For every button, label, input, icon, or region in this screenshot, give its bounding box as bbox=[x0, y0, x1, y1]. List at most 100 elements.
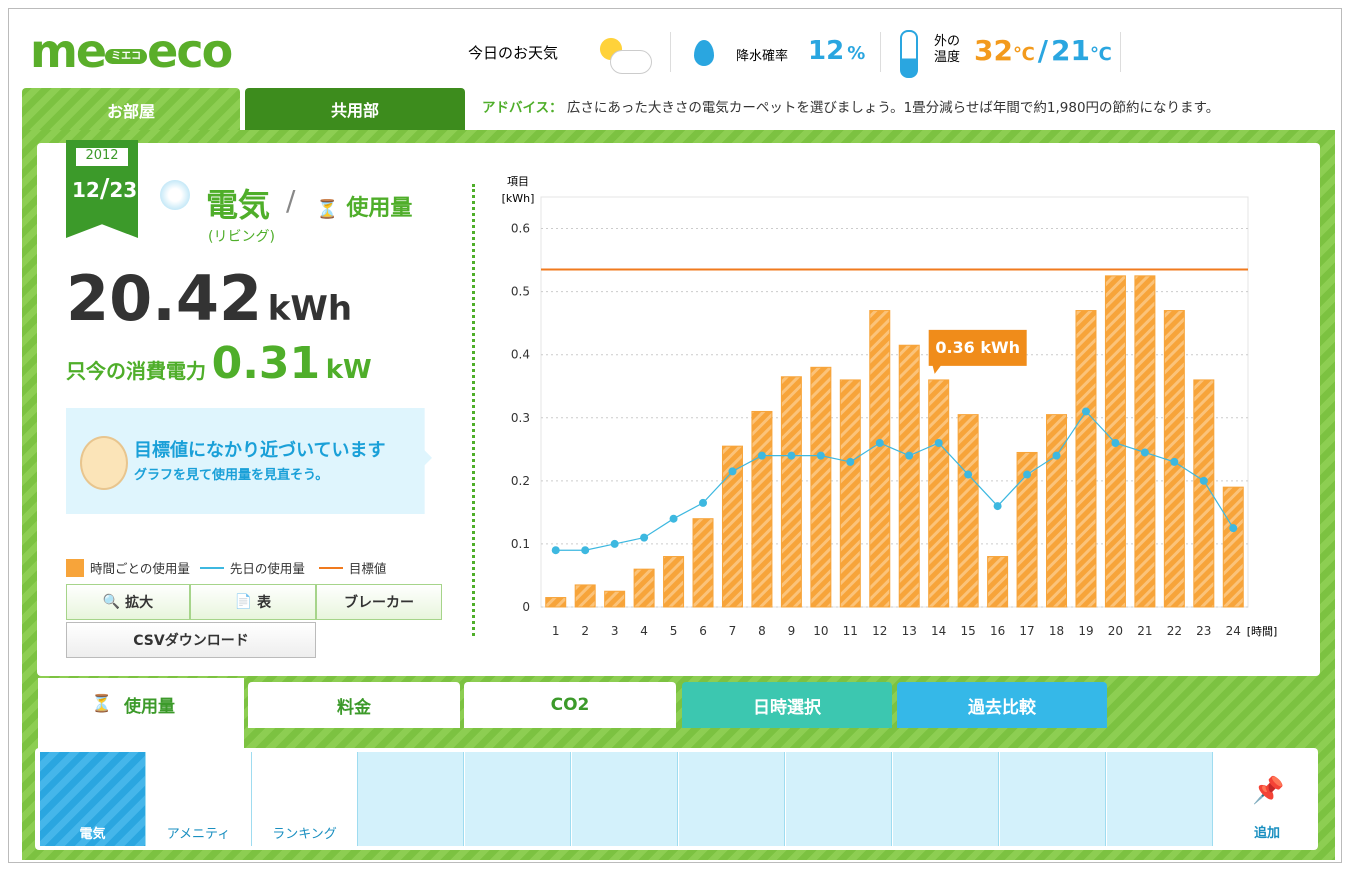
bar bbox=[1193, 379, 1215, 608]
tab-compare[interactable]: 過去比較 bbox=[897, 682, 1107, 728]
bar bbox=[1016, 451, 1038, 608]
legend-swatch bbox=[199, 566, 224, 569]
bar bbox=[780, 376, 802, 608]
temperature: 32℃/21℃ bbox=[974, 34, 1112, 67]
bar bbox=[633, 568, 655, 608]
bar bbox=[663, 556, 685, 608]
cloud-icon bbox=[610, 50, 652, 74]
bar bbox=[692, 518, 714, 608]
panel-title: 電気 bbox=[206, 186, 271, 224]
bar bbox=[1222, 486, 1244, 608]
app-empty bbox=[1107, 752, 1213, 846]
total-unit: kWh bbox=[267, 289, 353, 329]
bar bbox=[1075, 310, 1097, 608]
total-value: 20.42 bbox=[66, 262, 263, 335]
panel-subtitle: ⏳ 使用量 bbox=[316, 196, 413, 221]
tab-fee[interactable]: 料金 bbox=[248, 682, 460, 728]
x-tick-label: 5 bbox=[670, 624, 678, 638]
subtitle-text: 使用量 bbox=[346, 196, 413, 221]
x-tick-label: 22 bbox=[1167, 624, 1182, 638]
legend-swatch bbox=[318, 566, 343, 569]
app-empty bbox=[572, 752, 678, 846]
add-button[interactable]: 追加 bbox=[1254, 826, 1281, 841]
legend-label: 時間ごとの使用量 bbox=[90, 561, 190, 576]
temp-unit: ℃ bbox=[1012, 44, 1035, 65]
table-button[interactable]: 📄 表 bbox=[190, 584, 316, 620]
breaker-button[interactable]: ブレーカー bbox=[316, 584, 442, 620]
rain-label: 降水確率 bbox=[736, 49, 789, 64]
now-label: 只今の消費電力 bbox=[66, 359, 206, 383]
bar bbox=[957, 414, 979, 608]
line bbox=[555, 410, 1234, 551]
frame bbox=[8, 8, 1342, 863]
room: (リビング) bbox=[208, 229, 275, 245]
point bbox=[610, 539, 619, 548]
common-tab[interactable]: 共用部 bbox=[245, 88, 465, 130]
message-title: 目標値になかり近づいています bbox=[134, 440, 386, 461]
legend-swatch bbox=[66, 558, 84, 577]
x-tick-label: 11 bbox=[843, 624, 858, 638]
csv-button[interactable]: CSVダウンロード bbox=[66, 622, 316, 658]
bulb-icon bbox=[160, 180, 190, 210]
day: 23 bbox=[109, 178, 138, 202]
logo-text: ミエコ bbox=[105, 49, 148, 64]
x-tick-label: 6 bbox=[699, 624, 707, 638]
point bbox=[1081, 407, 1090, 416]
divider bbox=[670, 32, 671, 72]
x-tick-label: 24 bbox=[1226, 624, 1241, 638]
year: 2012 bbox=[76, 148, 128, 166]
legend-label: 先日の使用量 bbox=[229, 561, 305, 576]
y-tick-label: 0.2 bbox=[511, 474, 530, 488]
now-value: 0.31 bbox=[211, 338, 321, 389]
temp-sep: / bbox=[1037, 34, 1048, 67]
bar bbox=[545, 597, 567, 608]
zoom-button[interactable]: 🔍 拡大 bbox=[66, 584, 190, 620]
rain-icon bbox=[694, 40, 714, 66]
bar bbox=[721, 445, 743, 608]
mascot bbox=[80, 436, 128, 490]
divider bbox=[880, 32, 881, 72]
x-tick-label: 15 bbox=[961, 624, 976, 638]
app-empty bbox=[679, 752, 785, 846]
point bbox=[699, 498, 708, 507]
app-ranking[interactable]: ランキング bbox=[252, 752, 358, 846]
app-empty bbox=[358, 752, 464, 846]
legend-label: 目標値 bbox=[348, 561, 387, 576]
bar bbox=[574, 584, 596, 608]
tab-date[interactable]: 日時選択 bbox=[682, 682, 892, 728]
point bbox=[934, 439, 943, 447]
tab-co2[interactable]: CO2 bbox=[464, 682, 676, 728]
room-tab[interactable]: お部屋 bbox=[22, 88, 240, 132]
value-label: 0.36 kWh bbox=[935, 338, 1020, 357]
app-electric[interactable]: 電気 bbox=[40, 752, 146, 846]
point bbox=[846, 457, 855, 466]
bar bbox=[604, 590, 626, 608]
temp-unit: ℃ bbox=[1089, 44, 1112, 65]
tab-usage-label: ⏳ 使用量 bbox=[48, 686, 218, 722]
temp-low: 21 bbox=[1051, 34, 1090, 67]
bar bbox=[810, 366, 832, 608]
logo: me ミエコ eco bbox=[30, 24, 233, 78]
temp-label-2: 温度 bbox=[934, 50, 961, 65]
bar bbox=[751, 410, 773, 608]
x-tick-label: 2 bbox=[581, 624, 589, 638]
x-unit: [時間] bbox=[1247, 625, 1278, 638]
month: 12 bbox=[72, 178, 100, 202]
x-tick-label: 21 bbox=[1137, 624, 1152, 638]
y-unit: [kWh] bbox=[502, 192, 535, 205]
point bbox=[1170, 457, 1179, 466]
separator bbox=[472, 184, 475, 636]
thermometer-icon bbox=[900, 30, 918, 78]
weather-label: 今日のお天気 bbox=[468, 44, 559, 62]
app-amenity[interactable]: アメニティ bbox=[146, 752, 252, 846]
point bbox=[1111, 439, 1120, 447]
pin-icon: 📌 bbox=[1252, 776, 1285, 806]
point bbox=[787, 451, 796, 460]
point bbox=[1140, 448, 1149, 457]
tab-usage[interactable] bbox=[38, 678, 244, 750]
point bbox=[1052, 451, 1061, 460]
y-tick-label: 0.6 bbox=[511, 222, 530, 236]
point bbox=[640, 533, 649, 542]
x-tick-label: 12 bbox=[872, 624, 887, 638]
